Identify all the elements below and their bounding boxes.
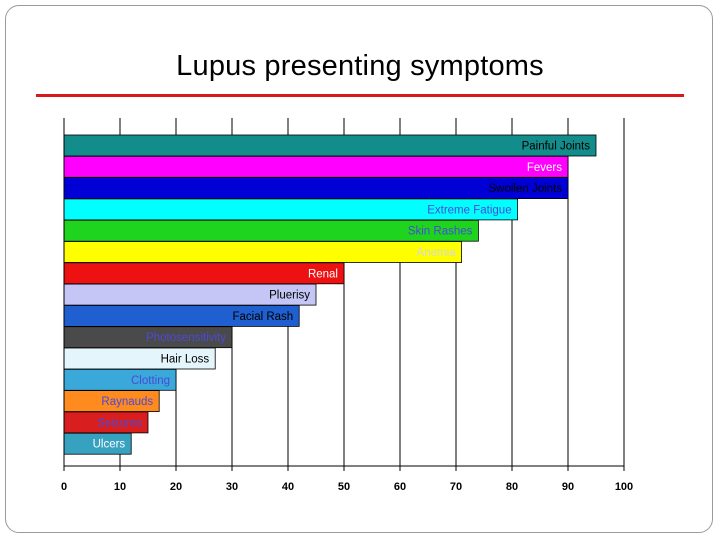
bar-1 bbox=[63, 155, 569, 178]
bar-label-3: Extreme Fatigue bbox=[427, 204, 511, 216]
x-tick-label-6: 60 bbox=[394, 481, 406, 493]
x-tick-label-1: 10 bbox=[114, 481, 126, 493]
x-tick-label-8: 80 bbox=[506, 481, 518, 493]
x-tick-label-5: 50 bbox=[338, 481, 350, 493]
bar-label-7: Pluerisy bbox=[269, 290, 310, 302]
x-tick-label-3: 30 bbox=[226, 481, 238, 493]
x-tick-label-4: 40 bbox=[282, 481, 294, 493]
x-tick-label-10: 100 bbox=[615, 481, 633, 493]
bar-label-13: Seizures bbox=[97, 417, 142, 429]
bar-label-14: Ulcers bbox=[93, 439, 126, 451]
bar-0 bbox=[63, 134, 597, 157]
bar-label-12: Raynauds bbox=[101, 396, 153, 408]
bar-6 bbox=[63, 262, 345, 285]
bar-label-5: Anemia bbox=[417, 247, 457, 259]
slide-title: Lupus presenting symptoms bbox=[176, 50, 544, 82]
x-tick-label-2: 20 bbox=[170, 481, 182, 493]
x-tick-label-9: 90 bbox=[562, 481, 574, 493]
bar-label-0: Painful Joints bbox=[522, 141, 591, 153]
bar-label-4: Skin Rashes bbox=[408, 226, 473, 238]
bar-label-11: Clotting bbox=[131, 375, 170, 387]
bar-label-9: Photosensitivity bbox=[146, 332, 226, 344]
bar-label-1: Fevers bbox=[527, 162, 562, 174]
bar-label-2: Swollen Joints bbox=[488, 183, 562, 195]
bar-label-6: Renal bbox=[308, 268, 338, 280]
x-tick-label-0: 0 bbox=[61, 481, 67, 493]
bar-label-10: Hair Loss bbox=[161, 354, 210, 366]
bar-5 bbox=[63, 241, 463, 263]
bar-label-8: Facial Rash bbox=[232, 311, 293, 323]
x-tick-label-7: 70 bbox=[450, 481, 462, 493]
title-underline bbox=[36, 94, 684, 97]
